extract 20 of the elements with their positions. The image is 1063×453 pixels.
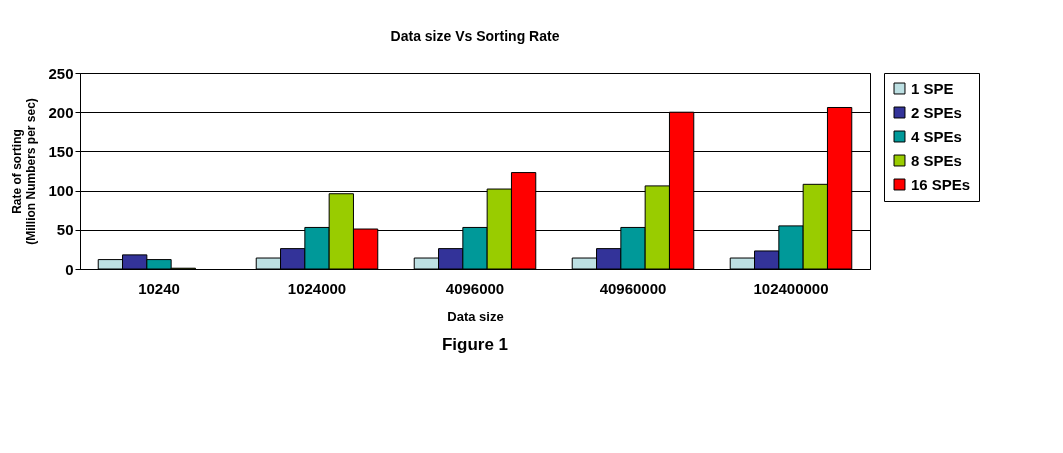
y-tick-label: 200 (48, 103, 74, 121)
x-tick-label: 102400000 (753, 279, 829, 297)
caption: Figure 1 (441, 335, 509, 354)
x-axis-title: Data size (447, 308, 504, 324)
y-tick-label: 50 (56, 221, 74, 239)
legend-label: 16 SPEs (911, 175, 971, 193)
x-tick-label: 4096000 (445, 279, 505, 297)
x-tick-label: 10240 (138, 279, 180, 297)
y-tick-label: 150 (48, 142, 74, 160)
y-tick-label: 100 (48, 182, 74, 200)
legend-label: 4 SPEs (911, 127, 962, 145)
y-axis-title: Rate of sorting (Million Numbers per sec) (10, 98, 39, 245)
x-tick-label: 40960000 (599, 279, 667, 297)
y-tick-label: 0 (65, 260, 74, 278)
legend-label: 8 SPEs (911, 151, 962, 169)
legend-label: 1 SPE (911, 79, 954, 97)
chart-title: Data size Vs Sorting Rate (390, 28, 560, 44)
legend-label: 2 SPEs (911, 103, 962, 121)
y-tick-label: 250 (48, 64, 74, 82)
x-tick-label: 1024000 (287, 279, 347, 297)
